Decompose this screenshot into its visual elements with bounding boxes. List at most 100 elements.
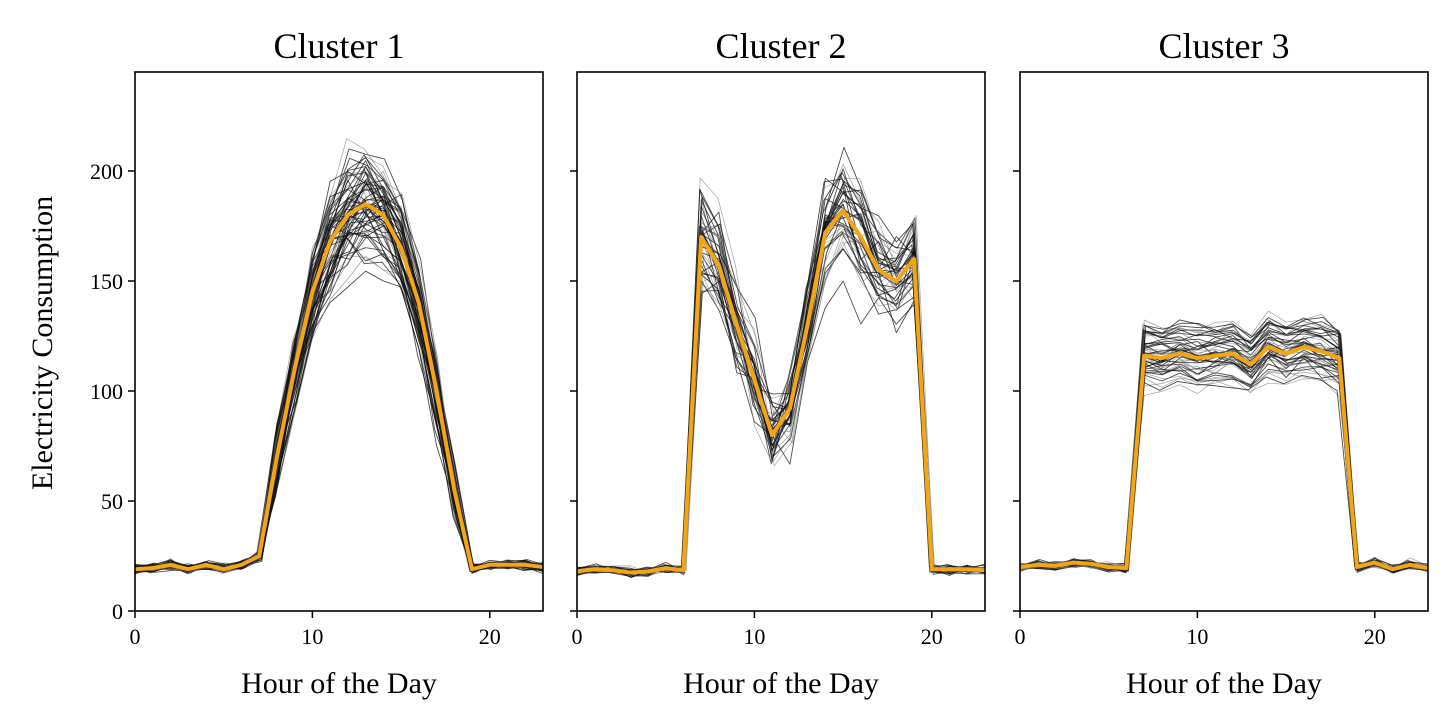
member-line	[577, 191, 985, 575]
member-line	[1020, 338, 1428, 572]
member-line	[135, 228, 543, 572]
axes-frame	[134, 71, 544, 612]
member-line	[1020, 336, 1428, 573]
y-tick-label: 100	[90, 379, 123, 404]
x-axis-label: Hour of the Day	[1126, 667, 1322, 700]
member-line	[1020, 374, 1428, 572]
panel-cluster-2: Cluster 2 Hour of the Day 0 10 20	[570, 26, 986, 700]
member-line	[135, 209, 543, 572]
member-line	[135, 234, 543, 574]
member-lines	[135, 138, 543, 575]
centroid-line	[577, 208, 985, 575]
member-line	[135, 172, 543, 572]
member-line	[577, 183, 985, 576]
member-line	[1020, 368, 1428, 571]
centroid-line	[1020, 345, 1428, 572]
member-line	[135, 171, 543, 574]
member-line	[135, 270, 543, 572]
member-line	[577, 177, 985, 576]
y-axis-label: Electricity Consumption	[26, 196, 59, 490]
member-line	[1020, 354, 1428, 571]
axes-frame	[576, 71, 986, 612]
y-tick-label: 50	[101, 489, 123, 514]
member-line	[1020, 336, 1428, 573]
member-line	[1020, 371, 1428, 572]
y-tick-label: 150	[90, 269, 123, 294]
member-line	[577, 192, 985, 575]
member-line	[1020, 335, 1428, 571]
member-line	[1020, 354, 1428, 572]
x-tick-label: 0	[130, 624, 141, 649]
member-line	[1020, 328, 1428, 574]
member-line	[135, 172, 543, 575]
member-line	[1020, 336, 1428, 573]
member-line	[1020, 349, 1428, 570]
x-tick-label: 10	[743, 624, 765, 649]
member-line	[135, 247, 543, 572]
x-tick-label: 20	[479, 624, 501, 649]
x-tick-label: 0	[572, 624, 583, 649]
member-lines	[577, 146, 985, 579]
panel-title: Cluster 2	[716, 26, 847, 66]
x-tick-label: 20	[1364, 624, 1386, 649]
panel-cluster-3: Cluster 3 Hour of the Day 0 10 20	[1013, 26, 1429, 700]
member-line	[135, 160, 543, 573]
member-line	[1020, 371, 1428, 571]
member-line	[1020, 329, 1428, 573]
member-line	[1020, 356, 1428, 573]
x-tick-label: 10	[301, 624, 323, 649]
member-line	[1020, 350, 1428, 573]
member-line	[1020, 351, 1428, 571]
member-line	[135, 202, 543, 573]
member-line	[135, 236, 543, 571]
member-line	[577, 186, 985, 575]
panel-title: Cluster 3	[1159, 26, 1290, 66]
x-axis-label: Hour of the Day	[683, 667, 879, 700]
member-line	[135, 232, 543, 571]
member-line	[135, 210, 543, 573]
member-line	[135, 234, 543, 574]
member-line	[577, 189, 985, 578]
member-line	[577, 181, 985, 574]
member-line	[1020, 351, 1428, 573]
member-line	[135, 210, 543, 570]
member-line	[1020, 342, 1428, 571]
member-line	[135, 255, 543, 572]
member-line	[1020, 353, 1428, 570]
y-tick-label: 200	[90, 159, 123, 184]
x-tick-label: 0	[1015, 624, 1026, 649]
x-tick-label: 20	[921, 624, 943, 649]
member-line	[135, 231, 543, 573]
member-line	[1020, 334, 1428, 573]
x-axis-label: Hour of the Day	[241, 667, 437, 700]
member-line	[135, 214, 543, 574]
member-line	[1020, 342, 1428, 574]
member-line	[1020, 365, 1428, 571]
panel-title: Cluster 1	[274, 26, 405, 66]
axes-frame	[1019, 71, 1429, 612]
member-line	[135, 211, 543, 571]
plot-area	[135, 138, 543, 575]
member-line	[577, 177, 985, 573]
member-lines	[1020, 310, 1428, 574]
member-line	[1020, 350, 1428, 571]
y-tick-label: 0	[112, 599, 123, 624]
member-line	[577, 173, 985, 574]
member-line	[577, 177, 985, 575]
member-line	[1020, 344, 1428, 571]
member-line	[1020, 328, 1428, 573]
x-tick-label: 10	[1186, 624, 1208, 649]
member-line	[1020, 353, 1428, 572]
member-line	[1020, 326, 1428, 573]
centroid-line	[135, 202, 543, 572]
member-line	[1020, 310, 1428, 572]
member-line	[135, 213, 543, 572]
member-line	[577, 178, 985, 574]
plot-area	[1020, 310, 1428, 574]
member-line	[1020, 355, 1428, 569]
member-line	[1020, 363, 1428, 573]
plot-area	[577, 146, 985, 579]
member-line	[135, 209, 543, 574]
